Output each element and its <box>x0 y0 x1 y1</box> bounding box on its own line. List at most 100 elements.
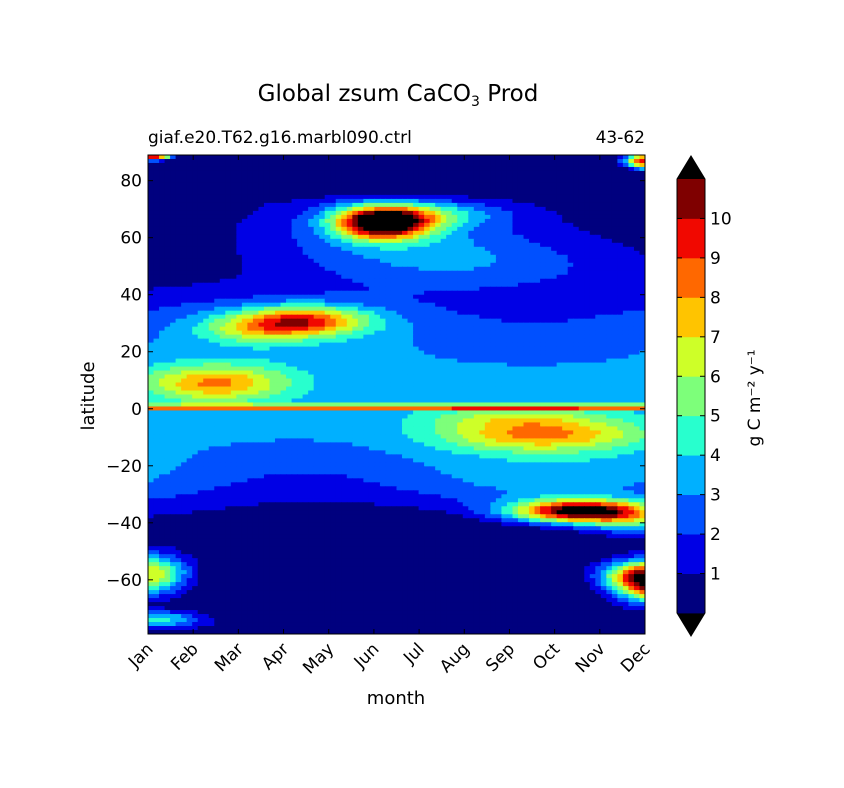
heatmap-cell <box>330 162 337 168</box>
heatmap-cell <box>595 214 602 220</box>
heatmap-cell <box>534 270 541 276</box>
heatmap-cell <box>639 282 645 288</box>
heatmap-cell <box>225 282 232 288</box>
heatmap-cell <box>446 202 453 208</box>
heatmap-cell <box>374 250 381 256</box>
heatmap-cell <box>330 254 337 260</box>
heatmap-cell <box>379 294 387 300</box>
heatmap-cell <box>628 338 635 344</box>
heatmap-cell <box>468 166 475 172</box>
heatmap-cell <box>501 270 508 276</box>
heatmap-cell <box>225 322 232 328</box>
heatmap-cell <box>164 246 171 252</box>
heatmap-cell <box>556 218 563 224</box>
heatmap-cell <box>418 182 425 188</box>
heatmap-cell <box>589 326 596 332</box>
heatmap-cell <box>517 278 525 284</box>
heatmap-cell <box>473 218 480 224</box>
heatmap-cell <box>484 234 491 240</box>
heatmap-cell <box>241 222 248 228</box>
heatmap-cell <box>407 214 414 220</box>
heatmap-cell <box>170 354 177 360</box>
heatmap-cell <box>435 174 442 180</box>
heatmap-cell <box>529 266 536 272</box>
heatmap-cell <box>567 370 574 376</box>
heatmap-cell <box>175 266 182 272</box>
heatmap-cell <box>501 302 508 308</box>
heatmap-cell <box>495 202 503 208</box>
heatmap-cell <box>396 322 403 328</box>
heatmap-cell <box>247 342 254 348</box>
heatmap-cell <box>197 374 204 380</box>
heatmap-cell <box>545 286 552 292</box>
heatmap-cell <box>352 346 359 352</box>
heatmap-cell <box>352 266 359 272</box>
heatmap-cell <box>236 218 243 224</box>
heatmap-cell <box>589 190 596 196</box>
heatmap-cell <box>562 226 569 232</box>
heatmap-cell <box>153 158 160 164</box>
heatmap-cell <box>352 342 359 348</box>
heatmap-cell <box>523 158 530 164</box>
heatmap-cell <box>390 194 398 200</box>
heatmap-cell <box>523 278 530 284</box>
heatmap-cell <box>501 338 508 344</box>
heatmap-cell <box>148 338 155 344</box>
heatmap-cell <box>335 322 342 328</box>
heatmap-cell <box>363 174 370 180</box>
heatmap-cell <box>385 354 392 360</box>
heatmap-cell <box>506 226 514 232</box>
heatmap-cell <box>440 302 447 308</box>
heatmap-cell <box>611 222 618 228</box>
heatmap-cell <box>379 298 387 304</box>
heatmap-cell <box>252 226 260 232</box>
heatmap-cell <box>368 338 376 344</box>
heatmap-cell <box>639 155 645 160</box>
heatmap-cell <box>413 258 420 264</box>
heatmap-cell <box>203 286 210 292</box>
heatmap-cell <box>611 166 618 172</box>
heatmap-cell <box>379 230 387 236</box>
heatmap-cell <box>335 242 342 248</box>
heatmap-cell <box>567 302 574 308</box>
heatmap-cell <box>197 306 204 312</box>
heatmap-cell <box>479 242 486 248</box>
heatmap-cell <box>170 250 177 256</box>
heatmap-cell <box>402 306 409 312</box>
heatmap-cell <box>236 346 243 352</box>
heatmap-cell <box>181 346 188 352</box>
heatmap-cell <box>457 206 464 212</box>
heatmap-cell <box>247 310 254 316</box>
heatmap-cell <box>451 294 458 300</box>
heatmap-cell <box>313 230 320 236</box>
heatmap-cell <box>236 170 243 176</box>
heatmap-cell <box>313 270 320 276</box>
heatmap-cell <box>357 155 364 160</box>
heatmap-cell <box>396 326 403 332</box>
heatmap-cell <box>402 354 409 360</box>
heatmap-cell <box>247 182 254 188</box>
heatmap-cell <box>562 342 569 348</box>
heatmap-cell <box>506 170 514 176</box>
heatmap-cell <box>562 282 569 288</box>
heatmap-cell <box>297 190 304 196</box>
heatmap-cell <box>357 326 364 332</box>
heatmap-cell <box>451 370 458 376</box>
heatmap-cell <box>341 186 348 192</box>
heatmap-cell <box>424 226 431 232</box>
heatmap-cell <box>506 238 514 244</box>
heatmap-cell <box>263 282 271 288</box>
heatmap-cell <box>374 270 381 276</box>
heatmap-cell <box>286 322 293 328</box>
heatmap-cell <box>275 298 282 304</box>
heatmap-cell <box>247 166 254 172</box>
heatmap-cell <box>219 174 226 180</box>
heatmap-cell <box>230 222 237 228</box>
heatmap-cell <box>628 370 635 376</box>
heatmap-cell <box>479 218 486 224</box>
heatmap-cell <box>148 350 155 356</box>
heatmap-cell <box>335 250 342 256</box>
heatmap-cell <box>407 310 414 316</box>
heatmap-cell <box>429 174 436 180</box>
heatmap-cell <box>181 170 188 176</box>
